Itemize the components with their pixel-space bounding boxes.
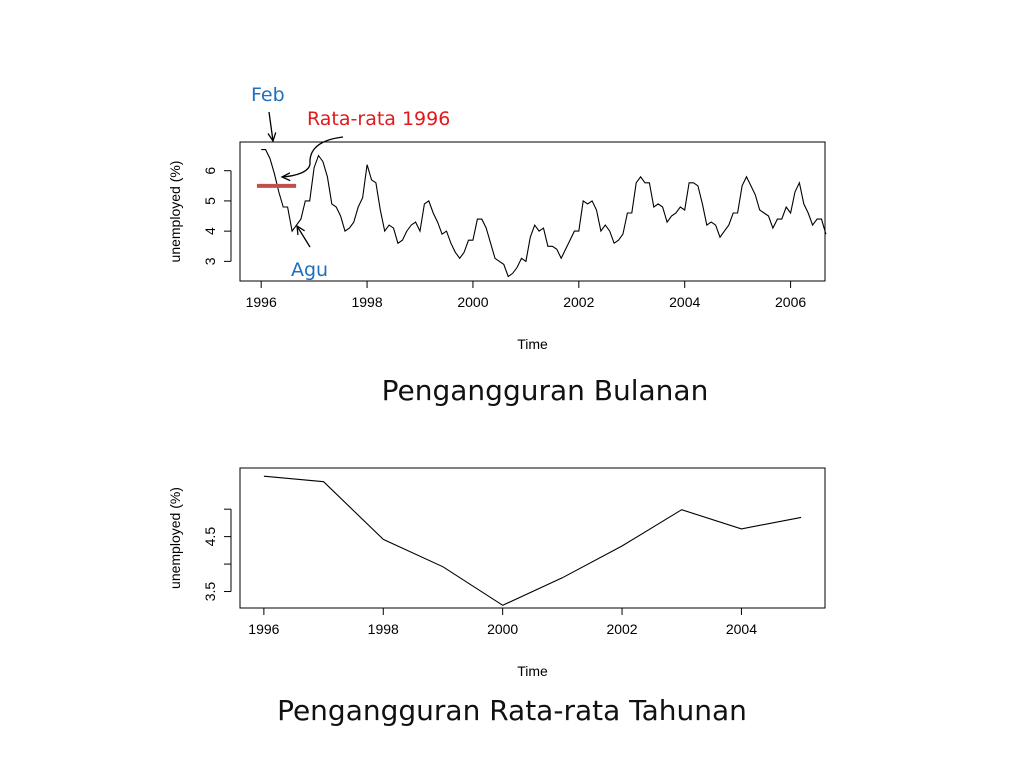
mean-arrow-head — [280, 172, 291, 182]
y-tick-label: 5 — [202, 197, 218, 205]
y-tick-label: 4 — [202, 227, 218, 235]
y-tick-label: 3.5 — [202, 582, 218, 602]
x-tick-label: 2006 — [775, 294, 806, 310]
x-tick-label: 1998 — [351, 294, 382, 310]
feb-arrow — [268, 111, 274, 142]
x-tick-label: 1996 — [248, 621, 279, 637]
x-tick-label: 2002 — [563, 294, 594, 310]
series-line — [261, 149, 827, 278]
x-tick-label: 2000 — [457, 294, 488, 310]
plot-frame — [239, 467, 826, 609]
y-tick-label: 6 — [202, 167, 218, 175]
x-axis-title: Time — [517, 336, 548, 352]
series-line — [263, 475, 802, 606]
x-tick-label: 2002 — [606, 621, 637, 637]
y-axis-title: unemployed (%) — [167, 487, 183, 589]
feb-annotation: Feb — [251, 84, 285, 106]
mean-annotation: Rata-rata 1996 — [307, 108, 450, 130]
monthly-unemployment-chart: 1996 1998 2000 2002 2004 2006 3 4 5 6 Time unemploy… — [167, 84, 827, 352]
mean-arrow — [281, 136, 344, 178]
y-tick-label: 3 — [202, 257, 218, 265]
y-axis-title: unemployed (%) — [167, 161, 183, 263]
feb-arrow-head — [267, 132, 277, 143]
x-tick-label: 2004 — [669, 294, 700, 310]
x-tick-label: 1998 — [368, 621, 399, 637]
x-tick-label: 2004 — [726, 621, 757, 637]
annual-chart-caption: Pengangguran Rata-rata Tahunan — [277, 694, 747, 727]
agu-arrow — [296, 225, 311, 248]
monthly-chart-caption: Pengangguran Bulanan — [381, 374, 709, 407]
x-axis-title: Time — [517, 663, 548, 679]
y-tick-label: 4.5 — [202, 527, 218, 547]
annual-unemployment-chart: 1996 1998 2000 2002 2004 3.5 4.5 Time unemployed… — [167, 467, 826, 679]
agu-arrow-head — [296, 224, 305, 236]
x-tick-label: 2000 — [487, 621, 518, 637]
agu-annotation: Agu — [291, 259, 328, 281]
x-tick-label: 1996 — [246, 294, 277, 310]
